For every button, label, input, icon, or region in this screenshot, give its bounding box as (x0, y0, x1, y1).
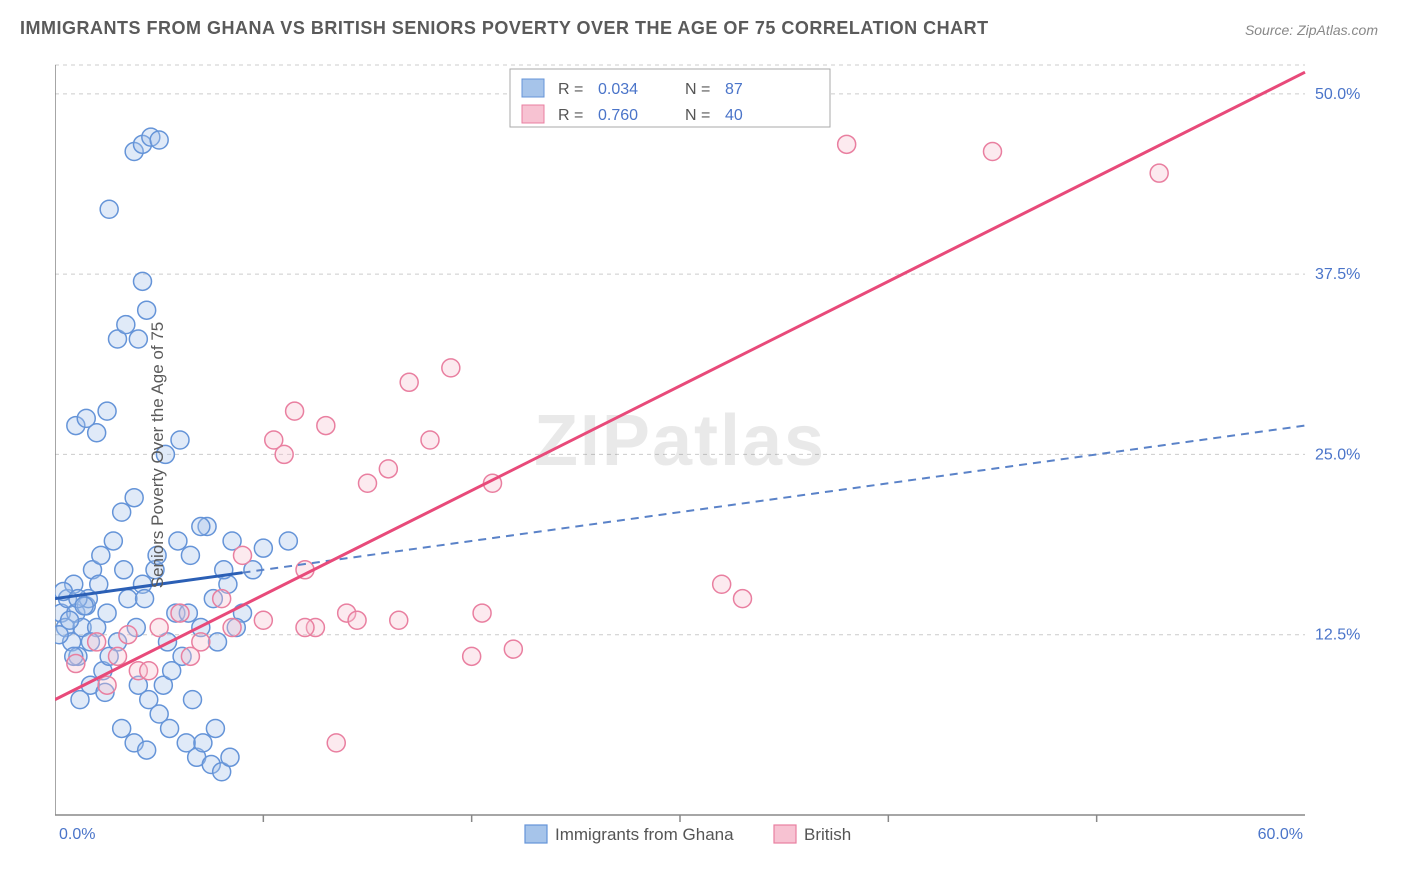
svg-text:Immigrants from Ghana: Immigrants from Ghana (555, 825, 734, 844)
data-point (109, 647, 127, 665)
svg-text:N =: N = (685, 81, 710, 98)
data-point (713, 575, 731, 593)
svg-text:50.0%: 50.0% (1315, 86, 1360, 103)
svg-text:0.760: 0.760 (598, 107, 638, 124)
data-point (223, 619, 241, 637)
data-point (379, 460, 397, 478)
svg-text:R =: R = (558, 107, 583, 124)
data-point (181, 647, 199, 665)
data-point (181, 546, 199, 564)
data-point (161, 719, 179, 737)
data-point (463, 647, 481, 665)
data-point (286, 402, 304, 420)
data-point (98, 402, 116, 420)
correlation-legend: R = 0.034 N = 87 R = 0.760 N = 40 (510, 69, 830, 127)
series-legend: Immigrants from Ghana British (525, 825, 851, 844)
data-point (265, 431, 283, 449)
data-point (88, 424, 106, 442)
data-point (317, 417, 335, 435)
data-point (119, 626, 137, 644)
data-point (67, 655, 85, 673)
data-point (169, 532, 187, 550)
y-axis-label: Seniors Poverty Over the Age of 75 (148, 322, 168, 588)
data-point (75, 597, 93, 615)
data-point (136, 590, 154, 608)
svg-text:British: British (804, 825, 851, 844)
data-point (348, 611, 366, 629)
chart-container: Seniors Poverty Over the Age of 75 12.5%… (55, 55, 1375, 855)
data-point (421, 431, 439, 449)
data-point (98, 676, 116, 694)
data-point (206, 719, 224, 737)
data-point (359, 474, 377, 492)
data-point (150, 131, 168, 149)
svg-text:40: 40 (725, 107, 743, 124)
data-point (125, 489, 143, 507)
data-point (442, 359, 460, 377)
data-point (209, 633, 227, 651)
data-point (390, 611, 408, 629)
data-point (138, 741, 156, 759)
data-point (473, 604, 491, 622)
source-attribution: Source: ZipAtlas.com (1245, 22, 1378, 38)
data-point (119, 590, 137, 608)
data-point (254, 611, 272, 629)
svg-text:60.0%: 60.0% (1258, 826, 1303, 843)
svg-text:R =: R = (558, 81, 583, 98)
data-point (138, 301, 156, 319)
data-point (171, 604, 189, 622)
chart-title: IMMIGRANTS FROM GHANA VS BRITISH SENIORS… (20, 18, 989, 39)
data-point (98, 604, 116, 622)
data-point (194, 734, 212, 752)
data-point (171, 431, 189, 449)
data-point (113, 719, 131, 737)
svg-text:N =: N = (685, 107, 710, 124)
data-point (279, 532, 297, 550)
data-point (504, 640, 522, 658)
data-point (134, 272, 152, 290)
data-point (327, 734, 345, 752)
data-point (115, 561, 133, 579)
data-point (140, 662, 158, 680)
data-point (254, 539, 272, 557)
svg-text:25.0%: 25.0% (1315, 446, 1360, 463)
data-point (400, 373, 418, 391)
data-point (984, 143, 1002, 161)
svg-text:0.034: 0.034 (598, 81, 638, 98)
data-point (296, 619, 314, 637)
svg-text:12.5%: 12.5% (1315, 627, 1360, 644)
data-point (129, 330, 147, 348)
data-point (104, 532, 122, 550)
correlation-scatter-chart: 12.5% 25.0% 37.5% 50.0% 0.0% 60.0% ZIPatlas R =… (55, 55, 1375, 855)
data-point (734, 590, 752, 608)
data-point (113, 503, 131, 521)
data-point (61, 611, 79, 629)
data-point (838, 135, 856, 153)
data-point (92, 546, 110, 564)
svg-text:87: 87 (725, 81, 743, 98)
svg-text:37.5%: 37.5% (1315, 266, 1360, 283)
data-point (213, 590, 231, 608)
data-point (100, 200, 118, 218)
data-point (88, 633, 106, 651)
data-point (1150, 164, 1168, 182)
data-point (234, 546, 252, 564)
data-point (184, 691, 202, 709)
data-point (117, 316, 135, 334)
data-point (221, 748, 239, 766)
svg-text:0.0%: 0.0% (59, 826, 95, 843)
data-point (192, 518, 210, 536)
data-point (150, 619, 168, 637)
svg-text:ZIPatlas: ZIPatlas (534, 401, 826, 481)
